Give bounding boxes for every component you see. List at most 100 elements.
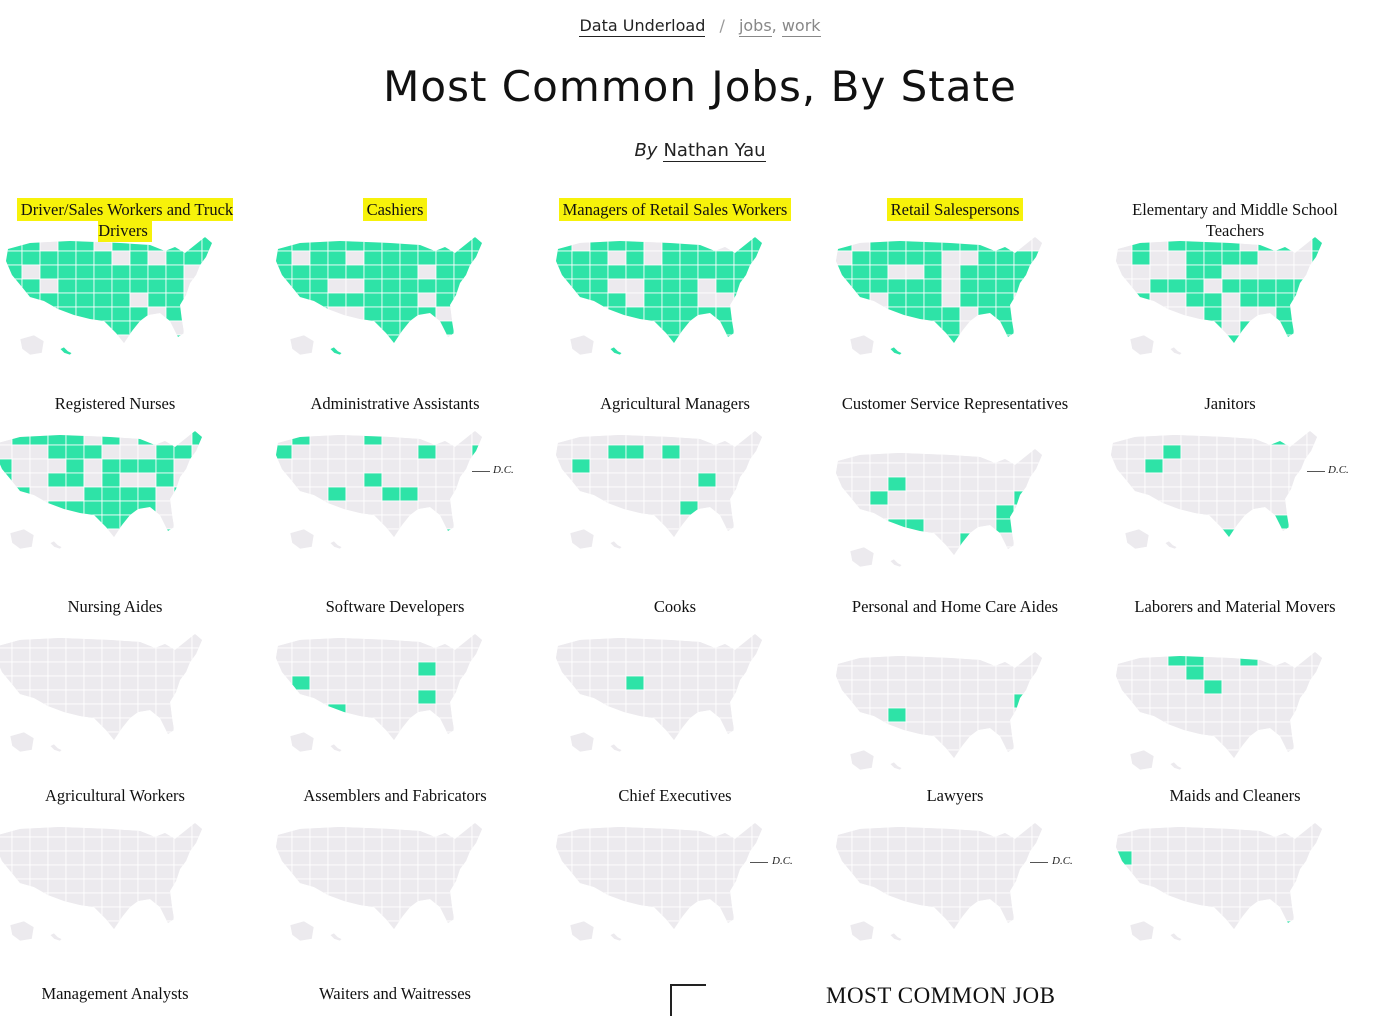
state-shape <box>715 472 735 488</box>
state-shape <box>661 731 681 740</box>
state-shape <box>905 823 925 838</box>
state-shape <box>381 306 401 322</box>
state-shape <box>941 250 961 266</box>
state-shape <box>57 334 77 343</box>
state-shape <box>1293 721 1313 737</box>
state-shape <box>417 689 437 705</box>
state-shape <box>1131 679 1151 695</box>
state-shape <box>905 462 925 478</box>
dc-leader-line <box>1307 471 1325 472</box>
state-shape <box>155 528 175 537</box>
panel-label: Customer Service Representatives <box>841 394 1069 413</box>
state-shape <box>345 292 365 308</box>
state-shape <box>1221 707 1241 723</box>
state-shape <box>1275 878 1295 894</box>
state-shape <box>381 647 401 663</box>
dc-leader-line <box>1030 862 1048 863</box>
state-shape <box>47 920 67 929</box>
state-shape <box>276 850 293 866</box>
state-shape <box>851 278 871 294</box>
state-shape <box>959 462 979 478</box>
state-shape <box>869 878 889 894</box>
state-shape <box>363 528 383 537</box>
state-shape <box>1234 472 1254 488</box>
state-shape <box>1013 237 1033 252</box>
state-shape <box>453 486 473 502</box>
tag-jobs-link[interactable]: jobs <box>738 16 772 37</box>
state-shape <box>905 906 925 922</box>
state-shape <box>1180 528 1200 537</box>
state-shape <box>1203 836 1223 852</box>
state-shape <box>345 823 365 838</box>
state-shape <box>363 486 383 502</box>
state-shape <box>191 458 202 474</box>
state-shape <box>1149 693 1169 709</box>
state-shape <box>173 647 193 663</box>
state-shape <box>1031 292 1042 308</box>
state-shape <box>191 906 202 922</box>
state-shape <box>47 661 67 677</box>
state-shape <box>715 689 735 705</box>
state-shape <box>589 486 609 502</box>
state-shape <box>147 250 167 266</box>
state-shape <box>995 449 1015 464</box>
state-shape <box>47 717 67 733</box>
state-shape <box>11 675 31 691</box>
tag-work-link[interactable]: work <box>781 16 821 37</box>
state-shape <box>625 836 645 852</box>
state-shape <box>57 278 77 294</box>
state-shape <box>381 675 401 691</box>
state-shape <box>1216 444 1236 460</box>
state-shape <box>571 634 591 649</box>
state-shape <box>733 892 753 908</box>
state-shape <box>417 864 437 880</box>
state-shape <box>471 892 482 908</box>
state-shape <box>417 892 437 908</box>
state-shape <box>751 500 762 516</box>
state-shape <box>39 306 59 322</box>
state-shape <box>679 472 699 488</box>
state-shape <box>1257 850 1277 866</box>
state-shape <box>1126 431 1146 446</box>
state-shape <box>589 237 609 252</box>
state-shape <box>836 237 853 252</box>
state-shape <box>129 264 149 280</box>
state-shape <box>995 278 1015 294</box>
state-shape <box>1275 278 1295 294</box>
state-shape <box>1203 264 1223 280</box>
state-shape <box>345 850 365 866</box>
state-shape <box>697 864 717 880</box>
state-shape <box>905 679 925 695</box>
hawaii-shape <box>609 743 623 753</box>
state-shape <box>995 320 1015 336</box>
state-shape <box>715 878 735 894</box>
state-shape <box>941 462 961 478</box>
state-shape <box>1311 721 1322 737</box>
state-shape <box>1185 707 1205 723</box>
state-shape <box>733 334 753 343</box>
state-shape <box>0 892 13 908</box>
dc-label: D.C. <box>1328 464 1349 476</box>
state-shape <box>101 836 121 852</box>
state-shape <box>417 731 437 740</box>
site-link[interactable]: Data Underload <box>579 16 706 37</box>
state-shape <box>57 264 77 280</box>
state-shape <box>1293 735 1313 751</box>
state-shape <box>173 864 193 880</box>
state-shape <box>1185 292 1205 308</box>
state-shape <box>276 906 293 922</box>
state-shape <box>1116 721 1133 737</box>
state-shape <box>1203 721 1223 737</box>
author-link[interactable]: Nathan Yau <box>663 140 766 162</box>
panel-label: Cashiers <box>275 198 515 221</box>
state-shape <box>887 864 907 880</box>
dc-leader-line <box>750 862 768 863</box>
state-shape <box>453 278 473 294</box>
state-shape <box>923 836 943 852</box>
state-shape <box>1203 320 1223 336</box>
state-shape <box>173 528 193 537</box>
state-shape <box>607 703 627 719</box>
us-map <box>556 431 762 550</box>
state-shape <box>453 634 473 649</box>
state-shape <box>327 458 347 474</box>
